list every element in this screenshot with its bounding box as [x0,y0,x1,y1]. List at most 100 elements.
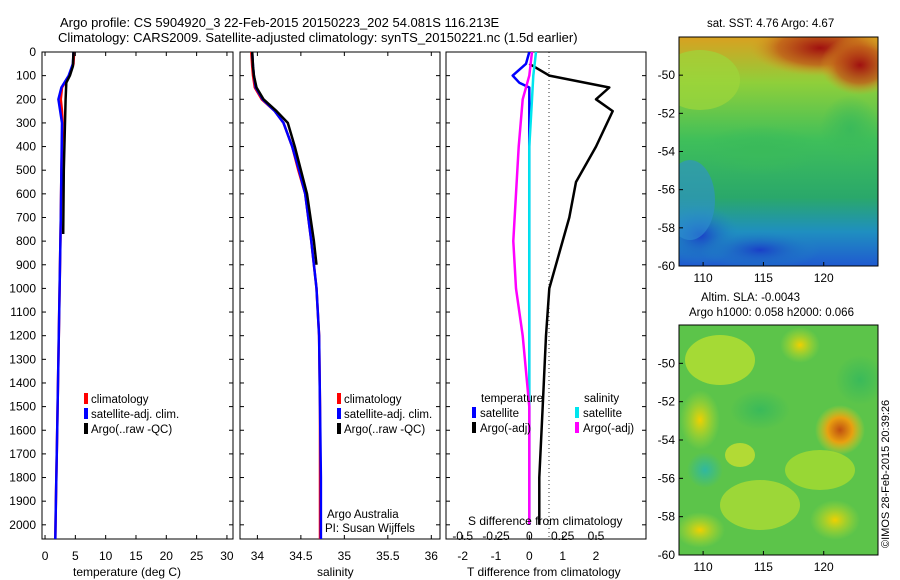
legend-s-argo-label: Argo(-adj) [583,423,634,435]
legend-argo-label: Argo(..raw -QC) [91,424,172,436]
map-y-tick-label: -60 [658,259,676,273]
map-y-tick-label: -58 [658,510,676,524]
depth-tick-label: 1500 [9,400,36,414]
profile-line-satellite-adj-clim- [54,52,75,539]
difference-x-ticks: -2 -1 0 1 2 [457,535,600,563]
sla-map-title-line1: Altim. SLA: -0.0043 [701,292,800,304]
difference-profiles [511,52,614,525]
legend-t-satellite-swatch [472,407,476,418]
legend-s-satellite-label: satellite [583,408,622,420]
t-difference-x-label: T difference from climatology [467,565,621,579]
pi-text: PI: Susan Wijffels [325,523,415,535]
s-difference-ticks: -0.5 -0.25 0 0.25 0.5 [452,529,604,543]
s-difference-x-label: S difference from climatology [468,514,623,528]
legend-climatology-swatch [337,393,341,404]
depth-tick-label: 500 [16,163,36,177]
s-tick-label: 0.25 [551,529,575,543]
x-tick-label: 30 [220,549,234,563]
legend-s-argo-swatch [575,422,579,433]
x-tick-label: 5 [72,549,79,563]
figure-title-line2: Climatology: CARS2009. Satellite-adjuste… [58,30,578,45]
depth-tick-label: 1900 [9,494,36,508]
depth-tick-label: 2000 [9,518,36,532]
x-tick-label: 0 [42,549,49,563]
salinity-profiles [250,52,323,539]
legend-argo-label: Argo(..raw -QC) [344,424,425,436]
x-tick-label: 36 [425,549,439,563]
legend-t-argo-swatch [472,422,476,433]
depth-tick-label: 100 [16,69,36,83]
map-x-tick-label: 110 [694,560,713,574]
depth-tick-label: 1600 [9,423,36,437]
difference-legend: temperature salinity satellite Argo(-adj… [472,393,634,435]
temperature-x-label: temperature (deg C) [73,565,181,579]
sst-map-ticks: 110 115 120 -50 -52 -54 -56 -58 -60 [658,68,834,285]
depth-tick-label: 1400 [9,376,36,390]
depth-tick-label: 300 [16,116,36,130]
depth-tick-label: 1100 [10,305,36,319]
profile-line-argo-raw-qc- [61,52,75,235]
map-y-tick-label: -54 [658,145,676,159]
depth-tick-label: 1000 [9,281,36,295]
depth-tick-labels: 0 100 200 300 400 500 600 700 800 900 1000 1100 1200… [9,45,646,532]
map-y-tick-label: -50 [658,356,676,370]
x-tick-label: 10 [99,549,113,563]
legend-climatology-swatch [84,393,88,404]
legend-t-argo-label: Argo(-adj) [480,423,531,435]
temperature-profiles [54,52,76,539]
difference-line-salinity-satellite [528,52,538,525]
difference-line-salinity-argo-adj- [512,52,534,525]
s-tick-label: 0 [526,529,533,543]
map-y-tick-label: -52 [658,106,676,120]
map-x-tick-label: 120 [814,271,834,285]
legend-climatology-label: climatology [344,394,402,406]
x-tick-label: 34 [251,549,265,563]
depth-tick-label: 1300 [9,352,36,366]
sst-map-title: sat. SST: 4.76 Argo: 4.67 [707,18,834,30]
difference-line-temperature-argo-adj- [528,62,614,525]
legend-argo-swatch [84,423,88,434]
s-tick-label: -0.5 [452,529,473,543]
sla-map-title-line2: Argo h1000: 0.058 h2000: 0.066 [689,307,854,319]
map-y-tick-label: -58 [658,221,676,235]
legend-t-satellite-label: satellite [480,408,519,420]
temperature-x-ticks: 0 5 10 15 20 25 30 [42,52,234,563]
map-y-tick-label: -60 [658,548,676,562]
s-tick-label: -0.25 [482,529,510,543]
salinity-x-ticks: 34 34.5 35 35.5 36 [251,52,439,563]
depth-tick-label: 1700 [9,447,36,461]
depth-tick-label: 400 [16,140,36,154]
depth-tick-label: 200 [16,92,36,106]
depth-tick-label: 0 [29,45,36,59]
legend-temperature-heading: temperature [481,393,543,405]
legend-s-satellite-swatch [575,407,579,418]
x-tick-label: 0 [526,549,533,563]
legend-satellite-swatch [337,408,341,419]
map-y-tick-label: -56 [658,183,676,197]
x-tick-label: 35 [338,549,352,563]
x-tick-label: -2 [457,549,468,563]
difference-panel-frame [445,51,647,540]
legend-salinity-heading: salinity [584,393,619,405]
legend-satellite-label: satellite-adj. clim. [91,409,179,421]
timestamp-stamp: ©IMOS 28-Feb-2015 20:39:26 [880,400,892,548]
x-tick-label: 25 [190,549,204,563]
figure-title-line1: Argo profile: CS 5904920_3 22-Feb-2015 2… [60,15,500,30]
temperature-legend: climatology satellite-adj. clim. Argo(..… [84,393,179,436]
x-tick-label: 15 [129,549,143,563]
legend-climatology-label: climatology [91,394,149,406]
legend-argo-swatch [337,423,341,434]
x-tick-label: 1 [559,549,566,563]
depth-tick-label: 900 [16,258,36,272]
x-tick-label: 2 [593,549,600,563]
map-x-tick-label: 115 [754,560,773,574]
x-tick-label: 20 [160,549,174,563]
salinity-panel-frame [239,51,441,540]
depth-tick-label: 800 [16,234,36,248]
map-y-tick-label: -54 [658,433,676,447]
salinity-x-label: salinity [317,565,354,579]
map-x-tick-label: 110 [694,271,713,285]
depth-tick-label: 1200 [9,329,36,343]
depth-tick-label: 700 [16,210,36,224]
sla-map-image [679,325,878,555]
